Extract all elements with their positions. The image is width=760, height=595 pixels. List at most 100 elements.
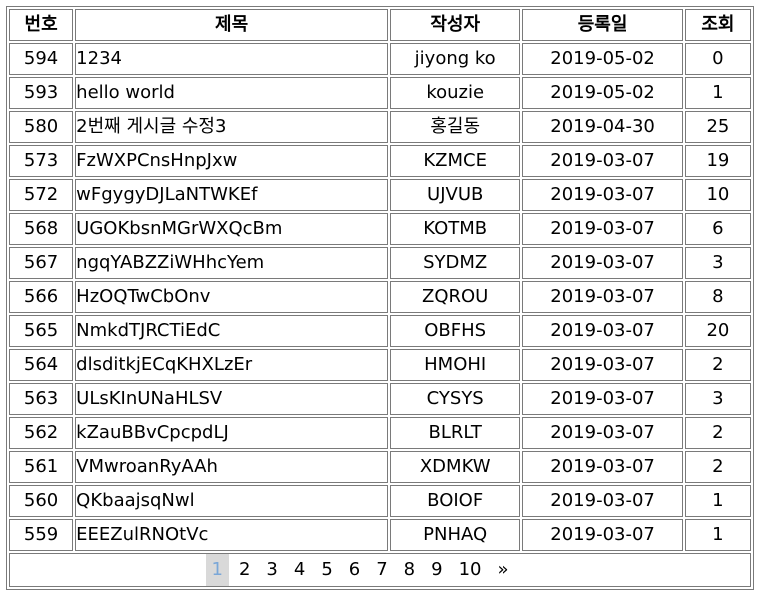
post-date: 2019-03-07 bbox=[522, 179, 683, 211]
table-row: 580 2번째 게시글 수정3 홍길동 2019-04-30 25 bbox=[9, 111, 751, 143]
table-row: 573 FzWXPCnsHnpJxw KZMCE 2019-03-07 19 bbox=[9, 145, 751, 177]
column-header-no: 번호 bbox=[9, 9, 74, 41]
post-title-link[interactable]: UGOKbsnMGrWXQcBm bbox=[75, 213, 389, 245]
post-author: BLRLT bbox=[390, 417, 521, 449]
next-page-link[interactable]: » bbox=[497, 559, 509, 580]
post-number: 560 bbox=[9, 485, 74, 517]
post-author: KZMCE bbox=[390, 145, 521, 177]
post-author: 홍길동 bbox=[390, 111, 521, 143]
post-title-link[interactable]: QKbaajsqNwl bbox=[75, 485, 389, 517]
post-title-link[interactable]: VMwroanRyAAh bbox=[75, 451, 389, 483]
page-link-1[interactable]: 1 bbox=[205, 554, 229, 586]
post-title-link[interactable]: NmkdTJRCTiEdC bbox=[75, 315, 389, 347]
post-number: 572 bbox=[9, 179, 74, 211]
post-number: 559 bbox=[9, 519, 74, 551]
post-author: jiyong ko bbox=[390, 43, 521, 75]
page-link-10[interactable]: 10 bbox=[458, 559, 482, 580]
table-row: 563 ULsKInUNaHLSV CYSYS 2019-03-07 3 bbox=[9, 383, 751, 415]
board-table: 번호 제목 작성자 등록일 조회 594 1234 jiyong ko 2019-05… bbox=[6, 6, 754, 590]
post-number: 562 bbox=[9, 417, 74, 449]
post-number: 573 bbox=[9, 145, 74, 177]
table-row: 593 hello world kouzie 2019-05-02 1 bbox=[9, 77, 751, 109]
page-link-4[interactable]: 4 bbox=[293, 559, 306, 580]
column-header-date: 등록일 bbox=[522, 9, 683, 41]
post-views: 25 bbox=[684, 111, 751, 143]
post-number: 566 bbox=[9, 281, 74, 313]
table-row: 560 QKbaajsqNwl BOIOF 2019-03-07 1 bbox=[9, 485, 751, 517]
post-title-link[interactable]: FzWXPCnsHnpJxw bbox=[75, 145, 389, 177]
post-number: 593 bbox=[9, 77, 74, 109]
post-views: 1 bbox=[684, 77, 751, 109]
column-header-title: 제목 bbox=[75, 9, 389, 41]
post-title-link[interactable]: 1234 bbox=[75, 43, 389, 75]
post-number: 564 bbox=[9, 349, 74, 381]
post-date: 2019-05-02 bbox=[522, 77, 683, 109]
post-date: 2019-04-30 bbox=[522, 111, 683, 143]
post-views: 19 bbox=[684, 145, 751, 177]
page-link-3[interactable]: 3 bbox=[266, 559, 278, 580]
post-author: BOIOF bbox=[390, 485, 521, 517]
table-row: 564 dlsditkjECqKHXLzEr HMOHI 2019-03-07 2 bbox=[9, 349, 751, 381]
post-date: 2019-03-07 bbox=[522, 349, 683, 381]
post-title-link[interactable]: ULsKInUNaHLSV bbox=[75, 383, 389, 415]
post-number: 563 bbox=[9, 383, 74, 415]
post-date: 2019-03-07 bbox=[522, 281, 683, 313]
page-link-6[interactable]: 6 bbox=[348, 559, 361, 580]
header-row: 번호 제목 작성자 등록일 조회 bbox=[9, 9, 751, 41]
page-link-8[interactable]: 8 bbox=[403, 559, 416, 580]
post-title-link[interactable]: EEEZulRNOtVc bbox=[75, 519, 389, 551]
pagination-cell: 1 2 3 4 5 6 7 8 9 10 » bbox=[9, 553, 751, 587]
post-author: SYDMZ bbox=[390, 247, 521, 279]
post-views: 8 bbox=[684, 281, 751, 313]
column-header-views: 조회 bbox=[684, 9, 751, 41]
post-date: 2019-03-07 bbox=[522, 315, 683, 347]
post-title-link[interactable]: kZauBBvCpcpdLJ bbox=[75, 417, 389, 449]
post-author: HMOHI bbox=[390, 349, 521, 381]
table-row: 566 HzOQTwCbOnv ZQROU 2019-03-07 8 bbox=[9, 281, 751, 313]
table-row: 567 ngqYABZZiWHhcYem SYDMZ 2019-03-07 3 bbox=[9, 247, 751, 279]
post-date: 2019-03-07 bbox=[522, 417, 683, 449]
page-link-9[interactable]: 9 bbox=[431, 559, 443, 580]
post-number: 580 bbox=[9, 111, 74, 143]
post-title-link[interactable]: wFgygyDJLaNTWKEf bbox=[75, 179, 389, 211]
post-number: 561 bbox=[9, 451, 74, 483]
post-views: 1 bbox=[684, 485, 751, 517]
post-date: 2019-03-07 bbox=[522, 485, 683, 517]
post-title-link[interactable]: HzOQTwCbOnv bbox=[75, 281, 389, 313]
post-views: 2 bbox=[684, 451, 751, 483]
post-views: 3 bbox=[684, 247, 751, 279]
page-link-7[interactable]: 7 bbox=[376, 559, 388, 580]
post-author: UJVUB bbox=[390, 179, 521, 211]
post-date: 2019-05-02 bbox=[522, 43, 683, 75]
table-row: 565 NmkdTJRCTiEdC OBFHS 2019-03-07 20 bbox=[9, 315, 751, 347]
post-views: 2 bbox=[684, 349, 751, 381]
post-author: XDMKW bbox=[390, 451, 521, 483]
post-author: KOTMB bbox=[390, 213, 521, 245]
post-number: 568 bbox=[9, 213, 74, 245]
post-author: kouzie bbox=[390, 77, 521, 109]
table-row: 561 VMwroanRyAAh XDMKW 2019-03-07 2 bbox=[9, 451, 751, 483]
table-row: 559 EEEZulRNOtVc PNHAQ 2019-03-07 1 bbox=[9, 519, 751, 551]
post-views: 20 bbox=[684, 315, 751, 347]
post-title-link[interactable]: 2번째 게시글 수정3 bbox=[75, 111, 389, 143]
post-author: ZQROU bbox=[390, 281, 521, 313]
post-author: OBFHS bbox=[390, 315, 521, 347]
post-views: 2 bbox=[684, 417, 751, 449]
page-link-5[interactable]: 5 bbox=[321, 559, 333, 580]
page-link-2[interactable]: 2 bbox=[238, 559, 251, 580]
table-row: 594 1234 jiyong ko 2019-05-02 0 bbox=[9, 43, 751, 75]
post-title-link[interactable]: hello world bbox=[75, 77, 389, 109]
table-row: 562 kZauBBvCpcpdLJ BLRLT 2019-03-07 2 bbox=[9, 417, 751, 449]
post-number: 594 bbox=[9, 43, 74, 75]
post-date: 2019-03-07 bbox=[522, 519, 683, 551]
post-date: 2019-03-07 bbox=[522, 213, 683, 245]
column-header-author: 작성자 bbox=[390, 9, 521, 41]
post-title-link[interactable]: dlsditkjECqKHXLzEr bbox=[75, 349, 389, 381]
post-title-link[interactable]: ngqYABZZiWHhcYem bbox=[75, 247, 389, 279]
post-views: 3 bbox=[684, 383, 751, 415]
pagination-row: 1 2 3 4 5 6 7 8 9 10 » bbox=[9, 553, 751, 587]
post-views: 10 bbox=[684, 179, 751, 211]
post-views: 1 bbox=[684, 519, 751, 551]
post-date: 2019-03-07 bbox=[522, 383, 683, 415]
post-author: PNHAQ bbox=[390, 519, 521, 551]
